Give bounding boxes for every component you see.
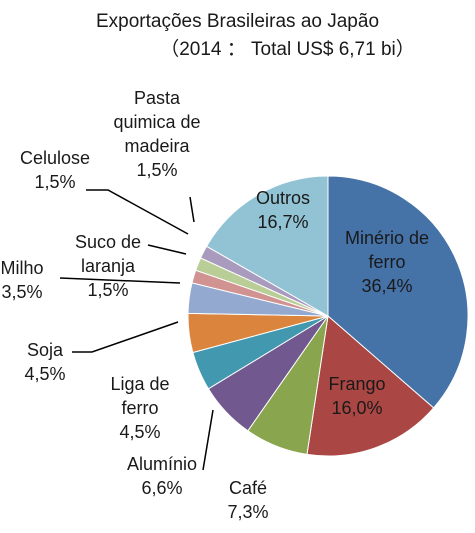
pie-slice: [327, 175, 469, 409]
slice-label: Suco de laranja 1,5%: [66, 230, 150, 302]
chart-subtitle: （2014 ： Total US$ 6,71 bi）: [160, 39, 415, 60]
category-label: Suco de laranja: [74, 232, 142, 276]
value-label: 4,5%: [24, 364, 66, 384]
value-label: 1,5%: [34, 172, 76, 192]
slices: [187, 175, 469, 457]
leader-line: [202, 409, 214, 471]
category-label: Café: [228, 478, 268, 498]
slice-label: Soja 4,5%: [10, 338, 80, 386]
chart-title: Exportações Brasileiras ao Japão: [95, 11, 380, 32]
slice-label: Pasta quimica de madeira 1,5%: [107, 86, 207, 182]
pie-slice: [205, 175, 329, 317]
value-label: 7,3%: [227, 502, 269, 522]
category-label: Celulose: [19, 148, 91, 168]
value-label: 1,5%: [87, 280, 129, 300]
slice-label: Celulose 1,5%: [5, 146, 105, 194]
category-label: Milho: [0, 258, 44, 278]
category-label: Alumínio: [126, 454, 198, 474]
slice-label: Liga de ferro 4,5%: [100, 372, 180, 444]
slice-label: Outros 16,7%: [238, 186, 328, 234]
slice-label: Alumínio 6,6%: [117, 452, 207, 500]
slice-label: Milho 3,5%: [0, 256, 57, 304]
category-label: Frango: [328, 374, 386, 394]
value-label: 36,4%: [361, 276, 413, 296]
value-label: 16,0%: [331, 398, 383, 418]
value-label: 1,5%: [136, 160, 178, 180]
leader-line: [72, 321, 179, 353]
category-label: Soja: [26, 340, 64, 360]
value-label: 16,7%: [257, 212, 309, 232]
pie-slice: [306, 315, 435, 457]
leader-line: [189, 196, 195, 223]
category-label: Pasta quimica de madeira: [113, 88, 201, 156]
slice-label: Minério de ferro 36,4%: [331, 226, 443, 298]
value-label: 6,6%: [141, 478, 183, 498]
value-label: 4,5%: [119, 422, 161, 442]
slice-label: Frango 16,0%: [307, 372, 407, 420]
value-label: 3,5%: [1, 282, 43, 302]
leader-line: [147, 244, 187, 255]
category-label: Outros: [255, 188, 311, 208]
category-label: Liga de ferro: [110, 374, 170, 418]
leader-line: [59, 277, 181, 284]
category-label: Minério de ferro: [344, 228, 430, 272]
slice-label: Café 7,3%: [208, 476, 288, 524]
leader-line: [86, 189, 189, 235]
